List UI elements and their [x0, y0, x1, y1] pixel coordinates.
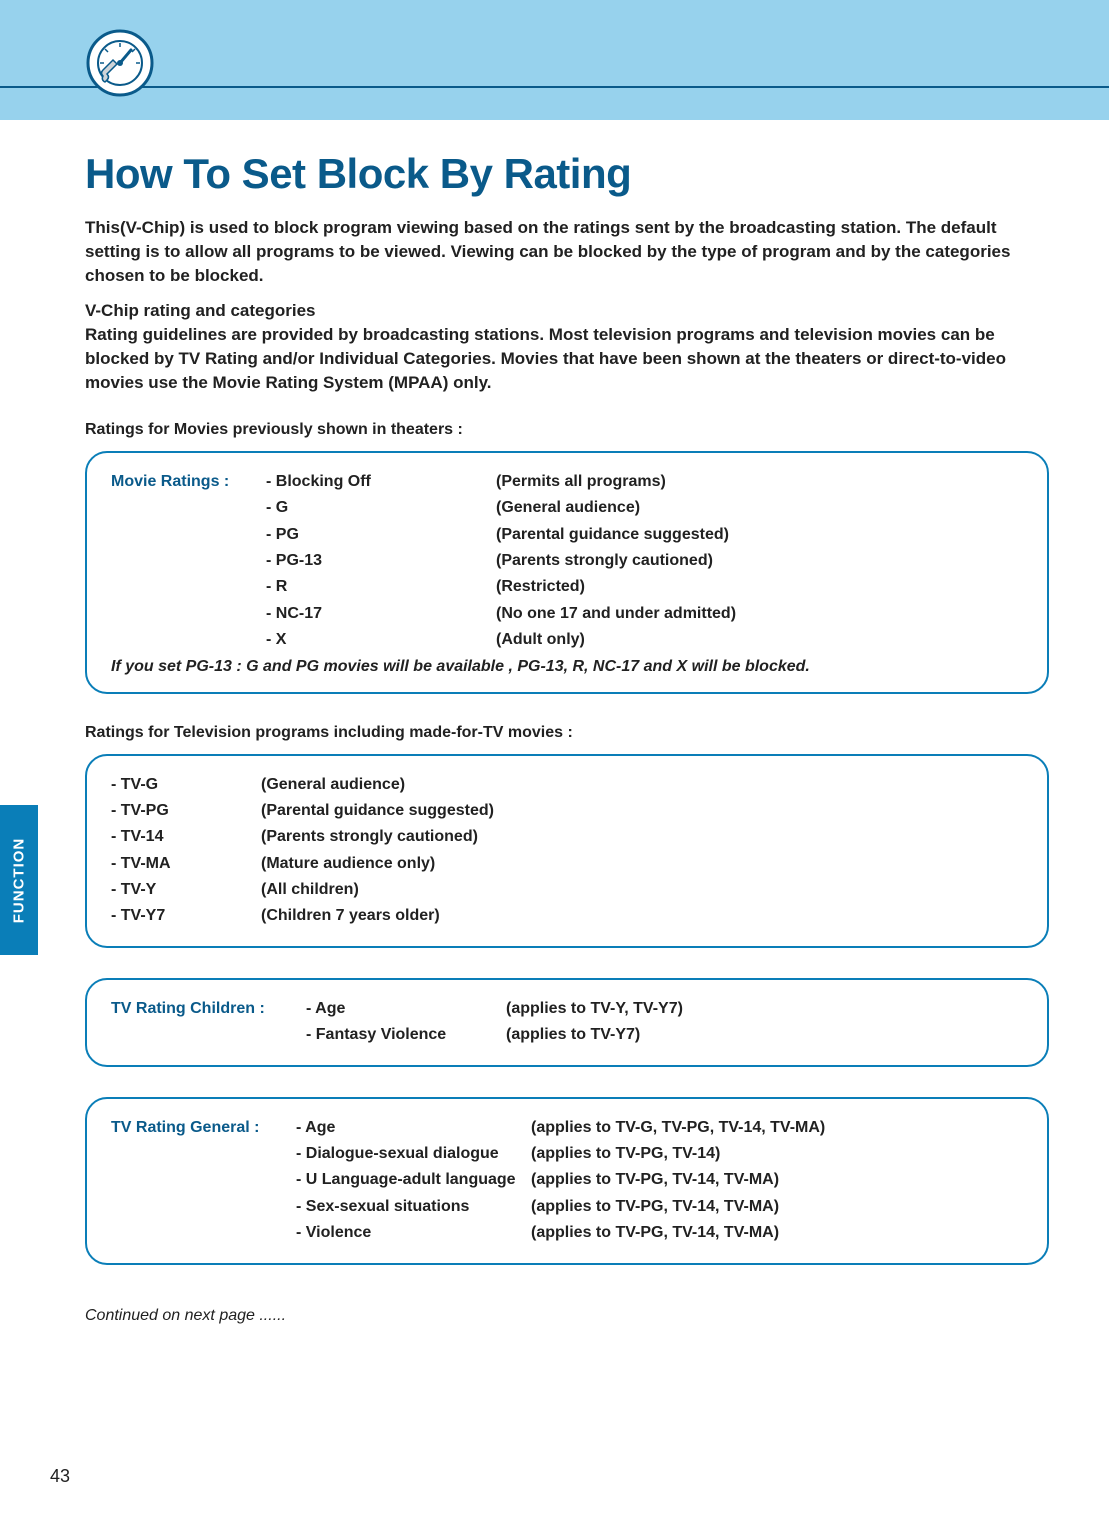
table-row: - PG (Parental guidance suggested) — [111, 522, 1023, 548]
rating-desc: (applies to TV-Y, TV-Y7) — [506, 996, 1023, 1022]
table-row: TV Rating Children : - Age (applies to T… — [111, 996, 1023, 1022]
rating-desc: (Mature audience only) — [261, 851, 1023, 877]
table-row: - TV-Y (All children) — [111, 877, 1023, 903]
rating-desc: (Parental guidance suggested) — [496, 522, 1023, 548]
rating-desc: (applies to TV-G, TV-PG, TV-14, TV-MA) — [531, 1115, 1023, 1141]
rating-code: - PG — [266, 522, 496, 548]
gauge-wrench-icon — [85, 28, 155, 98]
rating-desc: (No one 17 and under admitted) — [496, 601, 1023, 627]
rating-desc: (Adult only) — [496, 627, 1023, 653]
rating-desc: (applies to TV-Y7) — [506, 1022, 1023, 1048]
rating-code: - Violence — [296, 1220, 531, 1246]
side-tab-label: FUNCTION — [11, 837, 28, 923]
tv-ratings-box: - TV-G (General audience) - TV-PG (Paren… — [85, 754, 1049, 948]
rating-desc: (applies to TV-PG, TV-14, TV-MA) — [531, 1167, 1023, 1193]
table-row: - Violence (applies to TV-PG, TV-14, TV-… — [111, 1220, 1023, 1246]
rating-code: - Fantasy Violence — [306, 1022, 506, 1048]
vchip-label: V-Chip rating and categories — [85, 301, 1049, 321]
vchip-text: Rating guidelines are provided by broadc… — [85, 323, 1049, 394]
side-tab: FUNCTION — [0, 805, 38, 955]
tv-label: Ratings for Television programs includin… — [85, 724, 1049, 742]
rating-code: - TV-14 — [111, 824, 261, 850]
rating-code: - PG-13 — [266, 548, 496, 574]
rating-code: - Blocking Off — [266, 469, 496, 495]
table-row: - R (Restricted) — [111, 574, 1023, 600]
rating-desc: (Parental guidance suggested) — [261, 798, 1023, 824]
rating-code: - NC-17 — [266, 601, 496, 627]
movie-note: If you set PG-13 : G and PG movies will … — [111, 658, 1023, 676]
table-row: - Dialogue-sexual dialogue (applies to T… — [111, 1141, 1023, 1167]
rating-desc: (applies to TV-PG, TV-14) — [531, 1141, 1023, 1167]
table-row: TV Rating General : - Age (applies to TV… — [111, 1115, 1023, 1141]
rating-code: - R — [266, 574, 496, 600]
table-row: - NC-17 (No one 17 and under admitted) — [111, 601, 1023, 627]
table-row: - G (General audience) — [111, 495, 1023, 521]
table-row: - X (Adult only) — [111, 627, 1023, 653]
page-number: 43 — [50, 1466, 70, 1487]
tv-children-box: TV Rating Children : - Age (applies to T… — [85, 978, 1049, 1067]
rating-desc: (General audience) — [261, 772, 1023, 798]
continued-text: Continued on next page ...... — [85, 1307, 1049, 1325]
table-row: - PG-13 (Parents strongly cautioned) — [111, 548, 1023, 574]
rating-code: - TV-Y7 — [111, 903, 261, 929]
table-row: - U Language-adult language (applies to … — [111, 1167, 1023, 1193]
rating-desc: (applies to TV-PG, TV-14, TV-MA) — [531, 1220, 1023, 1246]
rating-desc: (Permits all programs) — [496, 469, 1023, 495]
tv-general-heading: TV Rating General : — [111, 1115, 296, 1141]
rating-code: - U Language-adult language — [296, 1167, 531, 1193]
tv-children-heading: TV Rating Children : — [111, 996, 306, 1022]
table-row: Movie Ratings : - Blocking Off (Permits … — [111, 469, 1023, 495]
rating-desc: (applies to TV-PG, TV-14, TV-MA) — [531, 1194, 1023, 1220]
tv-general-box: TV Rating General : - Age (applies to TV… — [85, 1097, 1049, 1265]
rating-desc: (Parents strongly cautioned) — [496, 548, 1023, 574]
page-title: How To Set Block By Rating — [85, 150, 1049, 198]
movies-label: Ratings for Movies previously shown in t… — [85, 421, 1049, 439]
rating-desc: (All children) — [261, 877, 1023, 903]
header-band — [0, 0, 1109, 120]
rating-code: - X — [266, 627, 496, 653]
rating-desc: (Children 7 years older) — [261, 903, 1023, 929]
header-rule — [0, 86, 1109, 88]
table-row: - TV-Y7 (Children 7 years older) — [111, 903, 1023, 929]
table-row: - TV-PG (Parental guidance suggested) — [111, 798, 1023, 824]
rating-code: - Dialogue-sexual dialogue — [296, 1141, 531, 1167]
rating-code: - TV-G — [111, 772, 261, 798]
movie-ratings-box: Movie Ratings : - Blocking Off (Permits … — [85, 451, 1049, 694]
page-content: How To Set Block By Rating This(V-Chip) … — [0, 120, 1109, 1345]
rating-code: - Age — [296, 1115, 531, 1141]
table-row: - Sex-sexual situations (applies to TV-P… — [111, 1194, 1023, 1220]
table-row: - TV-14 (Parents strongly cautioned) — [111, 824, 1023, 850]
rating-desc: (Parents strongly cautioned) — [261, 824, 1023, 850]
movie-ratings-heading: Movie Ratings : — [111, 469, 266, 495]
rating-code: - Age — [306, 996, 506, 1022]
rating-desc: (Restricted) — [496, 574, 1023, 600]
table-row: - Fantasy Violence (applies to TV-Y7) — [111, 1022, 1023, 1048]
rating-code: - Sex-sexual situations — [296, 1194, 531, 1220]
rating-code: - TV-Y — [111, 877, 261, 903]
rating-desc: (General audience) — [496, 495, 1023, 521]
table-row: - TV-MA (Mature audience only) — [111, 851, 1023, 877]
intro-text: This(V-Chip) is used to block program vi… — [85, 216, 1049, 287]
rating-code: - G — [266, 495, 496, 521]
rating-code: - TV-PG — [111, 798, 261, 824]
rating-code: - TV-MA — [111, 851, 261, 877]
table-row: - TV-G (General audience) — [111, 772, 1023, 798]
